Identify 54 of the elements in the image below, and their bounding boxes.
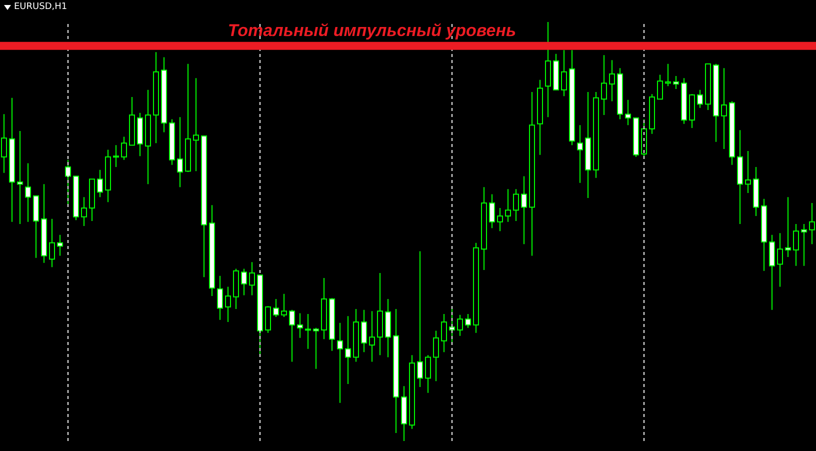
candlestick <box>97 169 103 198</box>
candlestick <box>513 188 519 222</box>
candlestick <box>785 196 791 258</box>
candlestick <box>465 314 471 328</box>
candlestick <box>665 63 671 87</box>
candlestick <box>497 208 503 232</box>
candlestick <box>345 316 351 385</box>
candlestick <box>361 309 367 353</box>
candlestick <box>281 293 287 318</box>
candlestick <box>457 314 463 336</box>
candlestick <box>425 354 431 394</box>
candlestick <box>769 234 775 310</box>
candlestick <box>193 78 199 172</box>
candlestick <box>433 330 439 382</box>
candlestick <box>313 327 319 370</box>
chart-title: EURUSD,H1 <box>14 2 68 12</box>
candlestick <box>601 54 607 116</box>
candlestick <box>697 89 703 108</box>
candlestick <box>241 268 247 296</box>
candlestick <box>217 275 223 320</box>
candlestick <box>505 188 511 222</box>
candlestick <box>225 286 231 323</box>
candlestick <box>721 68 727 150</box>
candlestick <box>673 76 679 90</box>
candlestick <box>121 136 127 160</box>
candlestick <box>441 314 447 353</box>
candlestick <box>305 314 311 350</box>
candlestick <box>561 50 567 97</box>
candlestick <box>81 196 87 227</box>
candlestick <box>777 232 783 288</box>
candlestick <box>521 176 527 245</box>
candlestick <box>657 74 663 100</box>
candlestick <box>177 116 183 188</box>
candlestick <box>113 144 119 168</box>
candlestick <box>793 223 799 266</box>
candlestick <box>337 322 343 404</box>
candlestick <box>57 234 63 256</box>
candlestick <box>577 124 583 184</box>
ref-line-label: Тотальный импульсный уровень <box>228 20 516 40</box>
candlestick <box>273 298 279 318</box>
candlestick <box>49 218 55 268</box>
candlestick <box>265 306 271 334</box>
candlestick <box>625 99 631 126</box>
candlestick <box>489 194 495 229</box>
candlestick <box>417 250 423 388</box>
candlestick <box>25 162 31 222</box>
candlestick <box>745 150 751 194</box>
candlestick <box>369 310 375 362</box>
candlestick <box>609 60 615 102</box>
candlestick <box>801 223 807 266</box>
candlestick <box>17 130 23 224</box>
candlestick <box>289 309 295 362</box>
candlestick <box>249 262 255 296</box>
candlestick <box>297 312 303 338</box>
